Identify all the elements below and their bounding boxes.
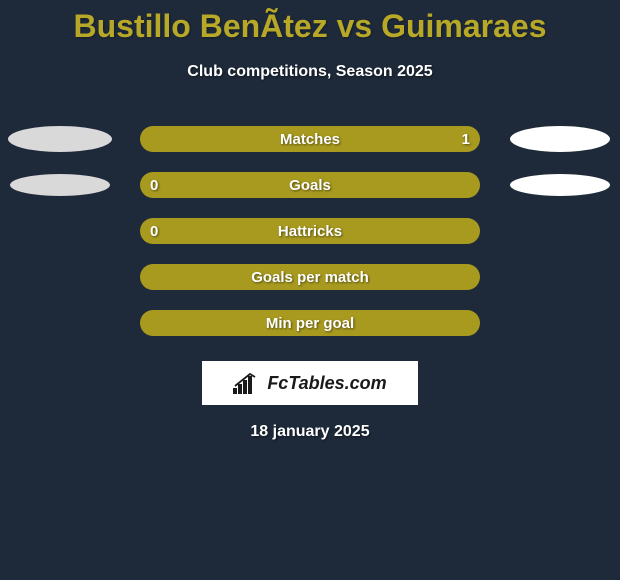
page-title: Bustillo BenÃ­tez vs Guimaraes	[0, 8, 620, 45]
left-value: 0	[150, 223, 158, 240]
stat-label: Goals	[289, 177, 331, 194]
left-player-ellipse	[10, 174, 110, 196]
stat-row: Min per goal	[0, 310, 620, 336]
stat-label: Min per goal	[266, 315, 354, 332]
stat-bar: 0 Hattricks	[140, 218, 480, 244]
stat-label: Goals per match	[251, 269, 369, 286]
left-player-ellipse	[8, 126, 112, 152]
logo-box: FcTables.com	[202, 361, 418, 405]
stat-row: Goals per match	[0, 264, 620, 290]
right-value: 1	[462, 131, 470, 148]
date-label: 18 january 2025	[0, 423, 620, 441]
stat-bar: Min per goal	[140, 310, 480, 336]
fctables-icon	[233, 372, 261, 394]
stat-row: 0 Goals	[0, 172, 620, 198]
stat-bar: Matches 1	[140, 126, 480, 152]
right-player-ellipse	[510, 174, 610, 196]
left-value: 0	[150, 177, 158, 194]
logo-text: FcTables.com	[267, 373, 386, 394]
stat-row: 0 Hattricks	[0, 218, 620, 244]
stat-bar: Goals per match	[140, 264, 480, 290]
stat-row: Matches 1	[0, 126, 620, 152]
stat-label: Matches	[280, 131, 340, 148]
stat-label: Hattricks	[278, 223, 342, 240]
comparison-infographic: Bustillo BenÃ­tez vs Guimaraes Club comp…	[0, 0, 620, 441]
stat-bar: 0 Goals	[140, 172, 480, 198]
page-subtitle: Club competitions, Season 2025	[0, 63, 620, 81]
right-player-ellipse	[510, 126, 610, 152]
stats-rows: Matches 1 0 Goals 0 Hattricks Goals per match M…	[0, 126, 620, 336]
